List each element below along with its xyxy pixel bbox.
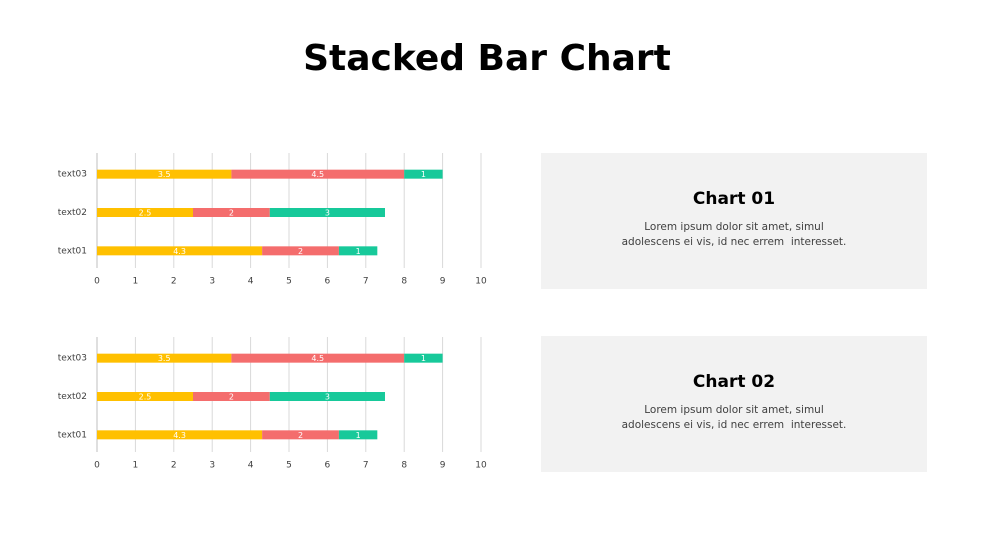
data-label: 1 [356, 247, 361, 256]
panel-text: adolescens ei vis, id nec errem interess… [622, 419, 847, 431]
x-tick-label: 6 [325, 277, 331, 287]
bar-segment [97, 430, 263, 440]
text-panel [541, 153, 927, 289]
x-tick-label: 7 [363, 277, 369, 287]
x-tick-label: 9 [440, 277, 446, 287]
x-tick-label: 3 [209, 277, 215, 287]
x-tick-label: 9 [440, 461, 446, 471]
x-tick-label: 4 [248, 461, 254, 471]
data-label: 3.5 [158, 170, 171, 179]
x-tick-label: 1 [133, 461, 139, 471]
data-label: 2.5 [139, 393, 152, 402]
data-label: 3 [325, 209, 330, 218]
x-tick-label: 1 [133, 277, 139, 287]
x-tick-label: 5 [286, 277, 292, 287]
x-tick-label: 10 [475, 277, 487, 287]
x-tick-label: 10 [475, 461, 487, 471]
x-tick-label: 8 [401, 461, 407, 471]
bar-segment [97, 208, 193, 217]
data-label: 1 [421, 170, 426, 179]
data-label: 1 [421, 354, 426, 363]
data-label: 1 [356, 431, 361, 440]
bar-segment [97, 353, 232, 363]
bar-segment [262, 430, 339, 440]
x-tick-label: 0 [94, 461, 100, 471]
bar-segment [231, 169, 405, 179]
x-tick-label: 5 [286, 461, 292, 471]
bar-segment [338, 246, 378, 256]
bar-segment [231, 353, 405, 363]
data-label: 2.5 [139, 209, 152, 218]
data-label: 3 [325, 393, 330, 402]
panel-text: Lorem ipsum dolor sit amet, simul [644, 404, 824, 416]
bar-segment [404, 353, 443, 363]
panel-heading: Chart 02 [693, 372, 775, 392]
y-tick-label: text01 [58, 246, 87, 256]
data-label: 4.3 [173, 431, 186, 440]
data-label: 2 [298, 247, 303, 256]
panel-text: adolescens ei vis, id nec errem interess… [622, 236, 847, 248]
y-tick-label: text03 [58, 170, 87, 180]
bar-segment [193, 208, 270, 217]
y-tick-label: text02 [58, 208, 87, 218]
bar-segment [97, 392, 193, 401]
panel-text: Lorem ipsum dolor sit amet, simul [644, 221, 824, 233]
y-tick-label: text02 [58, 392, 87, 402]
x-tick-label: 2 [171, 461, 177, 471]
bar-segment [269, 392, 385, 401]
data-label: 3.5 [158, 354, 171, 363]
data-label: 4.5 [311, 354, 324, 363]
x-tick-label: 6 [325, 461, 331, 471]
data-label: 4.5 [311, 170, 324, 179]
bar-segment [404, 169, 443, 179]
x-tick-label: 8 [401, 277, 407, 287]
data-label: 2 [298, 431, 303, 440]
data-label: 2 [229, 209, 234, 218]
bar-segment [97, 246, 263, 256]
x-tick-label: 4 [248, 277, 254, 287]
text-panel [541, 336, 927, 472]
x-tick-label: 3 [209, 461, 215, 471]
bar-segment [193, 392, 270, 401]
slide-title: Stacked Bar Chart [303, 38, 671, 79]
bar-segment [269, 208, 385, 217]
y-tick-label: text01 [58, 430, 87, 440]
y-tick-label: text03 [58, 354, 87, 364]
data-label: 2 [229, 393, 234, 402]
panel-heading: Chart 01 [693, 189, 775, 209]
bar-segment [262, 246, 339, 256]
x-tick-label: 7 [363, 461, 369, 471]
x-tick-label: 2 [171, 277, 177, 287]
x-tick-label: 0 [94, 277, 100, 287]
data-label: 4.3 [173, 247, 186, 256]
bar-segment [97, 169, 232, 179]
bar-segment [338, 430, 378, 440]
